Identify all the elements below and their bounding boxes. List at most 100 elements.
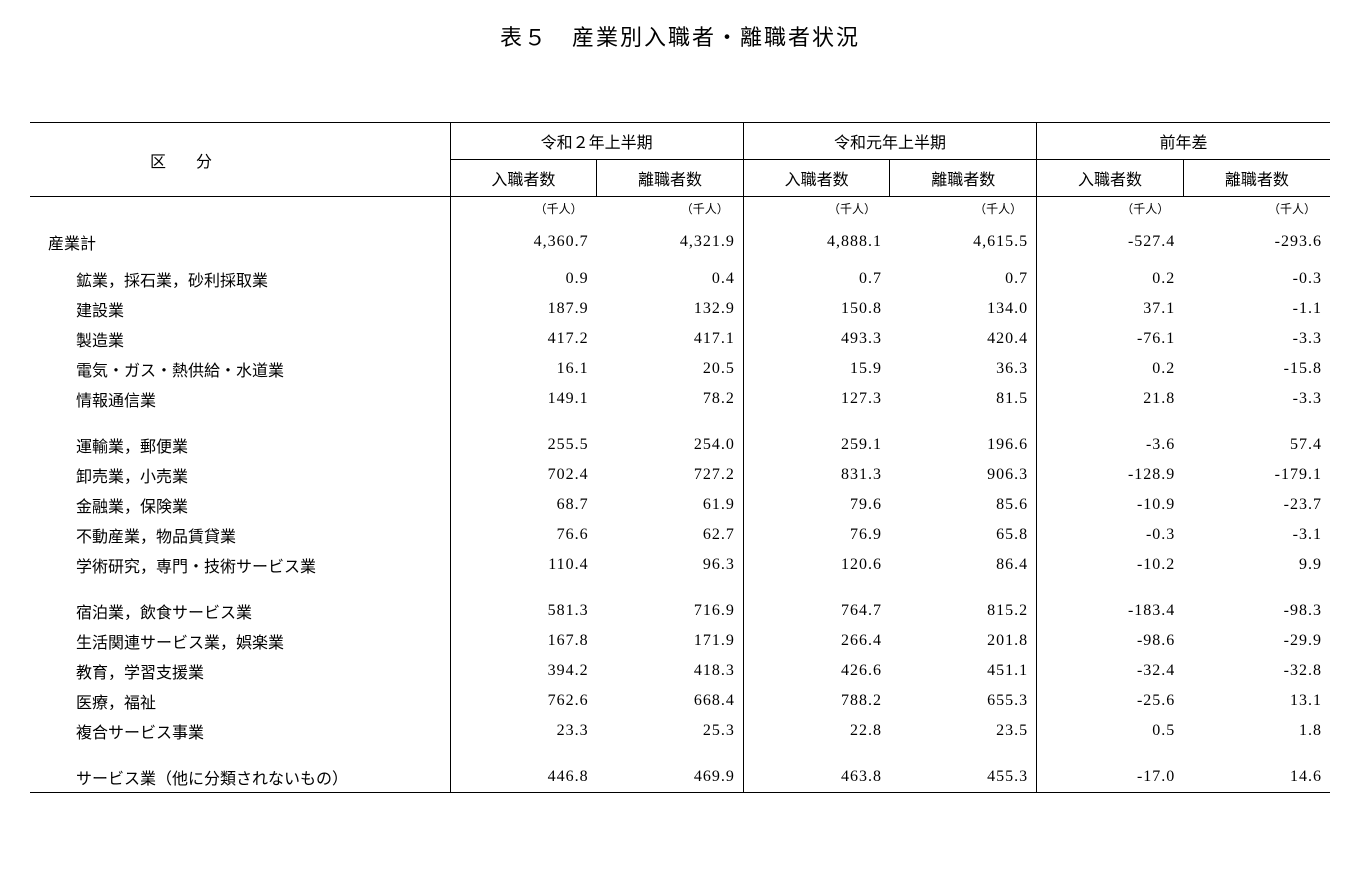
cell-value: 259.1 — [743, 430, 890, 460]
cell-value: 81.5 — [890, 384, 1037, 414]
cell-value: -183.4 — [1037, 596, 1184, 626]
cell-value: 9.9 — [1183, 550, 1330, 580]
row-label: 卸売業，小売業 — [30, 460, 450, 490]
table-row: 宿泊業，飲食サービス業581.3716.9764.7815.2-183.4-98… — [30, 596, 1330, 626]
spacer — [30, 746, 450, 762]
sub-header: 離職者数 — [890, 160, 1037, 197]
cell-value: 110.4 — [450, 550, 597, 580]
cell-value: -128.9 — [1037, 460, 1184, 490]
cell-value: -527.4 — [1037, 220, 1184, 264]
unit-label: （千人） — [890, 197, 1037, 221]
cell-value: 0.4 — [597, 264, 744, 294]
cell-value: 21.8 — [1037, 384, 1184, 414]
unit-label: （千人） — [743, 197, 890, 221]
sub-header: 離職者数 — [597, 160, 744, 197]
cell-value: 23.5 — [890, 716, 1037, 746]
cell-value: -10.9 — [1037, 490, 1184, 520]
cell-value: 764.7 — [743, 596, 890, 626]
row-label: サービス業（他に分類されないもの） — [30, 762, 450, 793]
cell-value: 25.3 — [597, 716, 744, 746]
spacer — [1037, 580, 1184, 596]
table-row: 建設業187.9132.9150.8134.037.1-1.1 — [30, 294, 1330, 324]
row-label: 宿泊業，飲食サービス業 — [30, 596, 450, 626]
cell-value: -179.1 — [1183, 460, 1330, 490]
cell-value: 62.7 — [597, 520, 744, 550]
cell-value: 14.6 — [1183, 762, 1330, 793]
cell-value: 13.1 — [1183, 686, 1330, 716]
cell-value: -3.6 — [1037, 430, 1184, 460]
cell-value: 149.1 — [450, 384, 597, 414]
cell-value: 0.7 — [890, 264, 1037, 294]
spacer — [1183, 414, 1330, 430]
cell-value: 0.2 — [1037, 264, 1184, 294]
spacer — [743, 414, 890, 430]
spacer — [743, 746, 890, 762]
cell-value: -17.0 — [1037, 762, 1184, 793]
row-label: 教育，学習支援業 — [30, 656, 450, 686]
spacer — [1037, 746, 1184, 762]
table-row: 金融業，保険業68.761.979.685.6-10.9-23.7 — [30, 490, 1330, 520]
row-label: 産業計 — [30, 220, 450, 264]
cell-value: 132.9 — [597, 294, 744, 324]
cell-value: 655.3 — [890, 686, 1037, 716]
table-row: 生活関連サービス業，娯楽業167.8171.9266.4201.8-98.6-2… — [30, 626, 1330, 656]
cell-value: 255.5 — [450, 430, 597, 460]
spacer — [597, 746, 744, 762]
cell-value: -29.9 — [1183, 626, 1330, 656]
cell-value: -15.8 — [1183, 354, 1330, 384]
cell-value: -23.7 — [1183, 490, 1330, 520]
sub-header: 離職者数 — [1183, 160, 1330, 197]
cell-value: 463.8 — [743, 762, 890, 793]
cell-value: -3.3 — [1183, 324, 1330, 354]
table-row: 医療，福祉762.6668.4788.2655.3-25.613.1 — [30, 686, 1330, 716]
cell-value: 150.8 — [743, 294, 890, 324]
table-title: 表５ 産業別入職者・離職者状況 — [30, 20, 1330, 52]
cell-value: 0.5 — [1037, 716, 1184, 746]
cell-value: 68.7 — [450, 490, 597, 520]
cell-value: -10.2 — [1037, 550, 1184, 580]
row-label: 生活関連サービス業，娯楽業 — [30, 626, 450, 656]
cell-value: -32.4 — [1037, 656, 1184, 686]
cell-value: 417.1 — [597, 324, 744, 354]
table-row: 製造業417.2417.1493.3420.4-76.1-3.3 — [30, 324, 1330, 354]
cell-value: 78.2 — [597, 384, 744, 414]
unit-label: （千人） — [450, 197, 597, 221]
spacer — [597, 580, 744, 596]
cell-value: 79.6 — [743, 490, 890, 520]
row-label: 医療，福祉 — [30, 686, 450, 716]
cell-value: 127.3 — [743, 384, 890, 414]
group-header: 前年差 — [1037, 123, 1330, 160]
section-header: 区分 — [30, 123, 450, 197]
cell-value: 254.0 — [597, 430, 744, 460]
group-header: 令和元年上半期 — [743, 123, 1036, 160]
cell-value: 76.6 — [450, 520, 597, 550]
cell-value: -98.3 — [1183, 596, 1330, 626]
sub-header: 入職者数 — [450, 160, 597, 197]
cell-value: 201.8 — [890, 626, 1037, 656]
cell-value: 15.9 — [743, 354, 890, 384]
spacer-row — [30, 414, 1330, 430]
cell-value: 1.8 — [1183, 716, 1330, 746]
cell-value: 455.3 — [890, 762, 1037, 793]
cell-value: 20.5 — [597, 354, 744, 384]
cell-value: -3.1 — [1183, 520, 1330, 550]
cell-value: 815.2 — [890, 596, 1037, 626]
cell-value: 4,360.7 — [450, 220, 597, 264]
spacer — [743, 580, 890, 596]
cell-value: 788.2 — [743, 686, 890, 716]
cell-value: 36.3 — [890, 354, 1037, 384]
spacer — [890, 580, 1037, 596]
unit-label: （千人） — [597, 197, 744, 221]
industry-accession-separation-table: 区分 令和２年上半期 令和元年上半期 前年差 入職者数 離職者数 入職者数 離職… — [30, 122, 1330, 793]
cell-value: -0.3 — [1037, 520, 1184, 550]
cell-value: 469.9 — [597, 762, 744, 793]
table-row: 産業計4,360.74,321.94,888.14,615.5-527.4-29… — [30, 220, 1330, 264]
spacer — [450, 414, 597, 430]
unit-label: （千人） — [1183, 197, 1330, 221]
group-header: 令和２年上半期 — [450, 123, 743, 160]
row-label: 電気・ガス・熱供給・水道業 — [30, 354, 450, 384]
cell-value: 37.1 — [1037, 294, 1184, 324]
table-row: 電気・ガス・熱供給・水道業16.120.515.936.30.2-15.8 — [30, 354, 1330, 384]
row-label: 情報通信業 — [30, 384, 450, 414]
row-label: 鉱業，採石業，砂利採取業 — [30, 264, 450, 294]
